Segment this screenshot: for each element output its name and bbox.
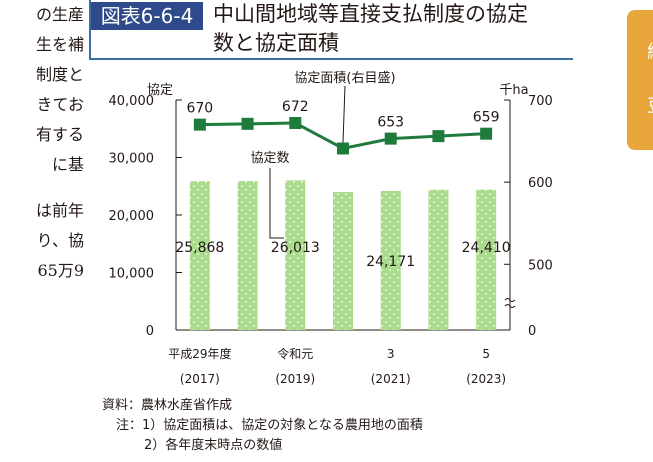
right-tick-label: 500 [528,258,553,273]
side-chapter-tab[interactable]: 緑 豆 [627,10,653,150]
left-tick-label: 0 [146,324,154,339]
bar-series-name: 協定数 [250,151,289,166]
axis-break-mark [504,298,516,308]
side-tab-char: 豆 [647,92,653,118]
note-1: 注：1）協定面積は、協定の対象となる農用地の面積 [116,418,423,433]
bar [237,181,258,330]
x-tick-sublabel: (2019) [275,372,315,386]
left-tick-label: 40,000 [109,94,155,109]
line-value-label: 670 [186,101,213,117]
body-text-line: に基 [51,155,84,174]
bar-value-label: 24,410 [462,240,511,256]
chart-labels: 25,868 26,013 24,171 24,410 平成29年度 (2017) 令和元 (… [168,71,510,386]
line-point [289,117,302,129]
left-tick-label: 20,000 [109,209,155,224]
note-2: 2）各年度末時点の数値 [144,438,283,453]
figure-title-line1: 中山間地域等直接支払制度の協定 [213,2,528,26]
x-tick-label: 3 [387,347,395,361]
right-tick-label: 0 [528,324,536,339]
x-tick-sublabel: (2017) [180,372,220,386]
bar [189,181,210,330]
line-value-label: 672 [282,99,309,115]
bar [285,180,306,330]
line-point [480,127,493,140]
body-text-line: きてお [36,95,84,114]
bar [333,192,353,330]
figure-label: 図表6-6-4 [91,2,203,30]
line-value-label: 659 [473,110,500,126]
left-tick-label: 10,000 [109,267,155,282]
bar [428,189,449,330]
left-axis-unit: 協定 [147,83,173,98]
body-text-line: 有する [35,125,84,144]
body-text-line: 制度と [35,65,84,84]
bar-value-label: 24,171 [366,254,415,270]
x-tick-label: 令和元 [277,346,313,361]
line-point [337,142,349,155]
figure-notes: 資料：農林水産省作成 注：1）協定面積は、協定の対象となる農用地の面積 2）各年… [102,396,423,456]
body-text-line: は前年 [35,201,84,220]
leader-line [269,168,284,239]
x-tick-sublabel: (2021) [371,372,411,386]
line-point [241,117,254,130]
left-tick-label: 30,000 [109,152,155,167]
bar-value-label: 25,868 [175,240,224,256]
leader-line [342,85,346,143]
side-tab-char: 緑 [647,38,653,64]
x-tick-sublabel: (2023) [466,372,506,386]
right-tick-label: 600 [528,176,553,191]
line-value-label: 653 [377,115,404,131]
line-point [432,130,445,143]
right-tick-label: 700 [528,94,553,109]
body-text-line: の生産 [35,5,84,24]
body-text-line: 65万9 [37,261,84,280]
line-series [193,117,493,155]
bar-series [189,180,497,330]
body-text-fragment: の生産 生を補 制度と きてお 有する に基 は前年 り、協 65万9 [0,0,84,286]
x-tick-label: 5 [482,347,490,361]
source-note: 資料：農林水産省作成 [102,398,233,413]
line-series-name: 協定面積(右目盛) [294,71,395,86]
line-point [193,118,206,131]
body-text-line: 生を補 [35,35,84,54]
x-tick-label: 平成29年度 [168,346,231,361]
body-text-line: り、協 [36,231,84,250]
bar-value-label: 26,013 [271,240,320,256]
line-point [384,132,397,145]
bar [476,189,497,330]
figure-title-line2: 数と協定面積 [213,31,339,55]
right-axis-unit: 千ha [499,83,528,98]
bar [380,191,401,330]
figure-header: 図表6-6-4 中山間地域等直接支払制度の協定 数と協定面積 [89,0,573,60]
